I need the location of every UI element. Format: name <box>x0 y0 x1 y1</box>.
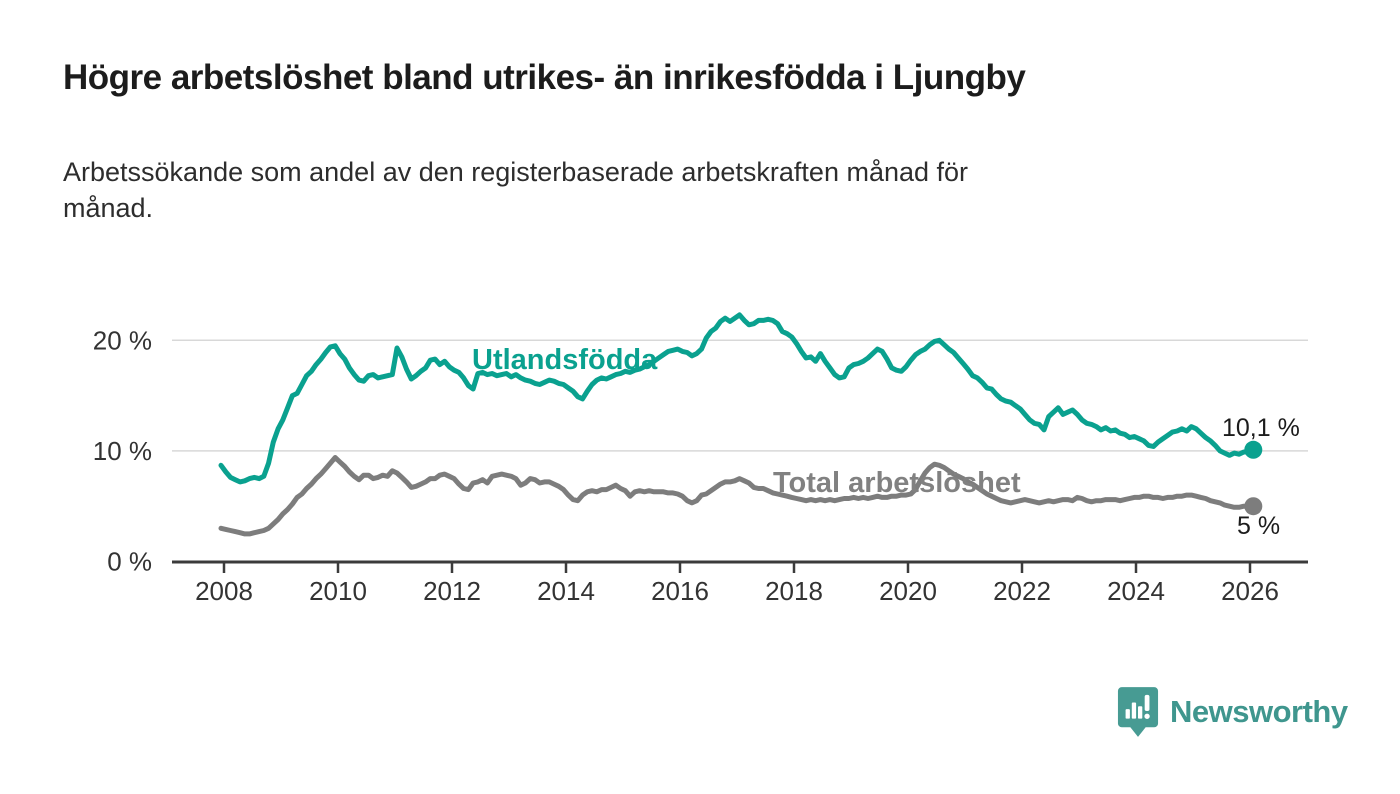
series-line-total-arbetsloshet <box>218 455 1256 537</box>
subtitle-line-2: månad. <box>63 192 154 223</box>
gridlines <box>172 339 1308 452</box>
x-tick-label: 2018 <box>765 576 823 606</box>
bar-2 <box>1131 702 1137 719</box>
series-label-utlandsfodda: Utlandsfödda <box>472 344 658 376</box>
x-tick-label: 2008 <box>195 576 253 606</box>
y-tick-label: 0 % <box>107 547 152 577</box>
y-tick-label: 20 % <box>93 325 152 355</box>
x-tick-label: 2020 <box>879 576 937 606</box>
end-value-utlandsfodda: 10,1 % <box>1222 414 1300 442</box>
end-dot-utlandsfodda <box>1244 440 1263 459</box>
x-tick-label: 2022 <box>993 576 1051 606</box>
y-axis-labels: 0 % 10 % 20 % <box>93 325 152 576</box>
page-title: Högre arbetslöshet bland utrikes- än inr… <box>63 58 1026 97</box>
x-axis-ticks: 2008 2010 2012 2014 2016 2018 2020 2022 2024 2026 <box>195 563 1279 606</box>
series-line-utlandsfodda <box>218 312 1256 485</box>
newsworthy-logotype: Newsworthy <box>1170 694 1348 729</box>
exclamation-dot <box>1144 713 1150 719</box>
bar-3 <box>1138 706 1143 719</box>
exclamation-bar <box>1144 694 1150 712</box>
end-dot-total-arbetsloshet <box>1244 497 1263 516</box>
end-value-total-arbetsloshet: 5 % <box>1237 512 1280 540</box>
x-tick-label: 2024 <box>1107 576 1165 606</box>
x-tick-label: 2010 <box>309 576 367 606</box>
bar-1 <box>1125 709 1130 719</box>
chart-subtitle: Arbetssökande som andel av den registerb… <box>63 155 1303 227</box>
x-tick-label: 2016 <box>651 576 709 606</box>
x-tick-label: 2026 <box>1221 576 1279 606</box>
x-tick-label: 2014 <box>537 576 595 606</box>
newsworthy-branding: Newsworthy <box>1117 686 1348 738</box>
x-tick-label: 2012 <box>423 576 481 606</box>
newsworthy-logo-icon <box>1117 687 1159 737</box>
subtitle-line-1: Arbetssökande som andel av den registerb… <box>63 157 969 187</box>
y-tick-label: 10 % <box>93 436 152 466</box>
series-label-total-arbetsloshet: Total arbetslöshet <box>773 467 1021 499</box>
